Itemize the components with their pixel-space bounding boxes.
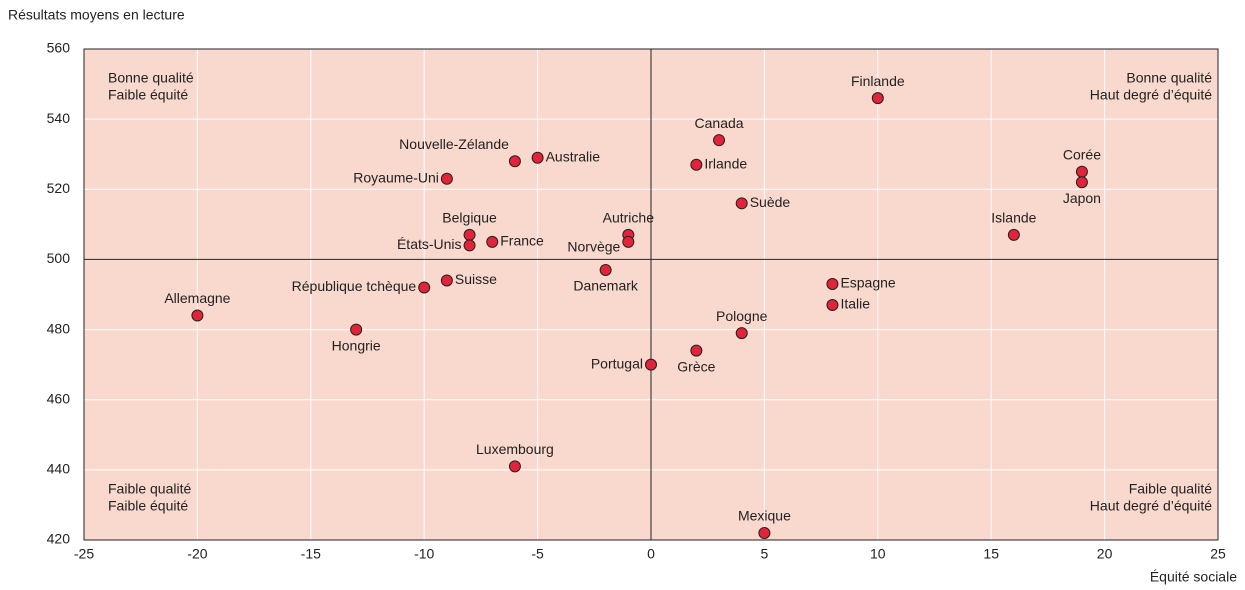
x-tick-label: 5 <box>761 546 769 562</box>
y-tick-label: 440 <box>47 461 71 477</box>
x-tick-label: -20 <box>187 546 207 562</box>
quadrant-label: Faible équité <box>108 498 188 514</box>
point <box>440 274 453 287</box>
x-tick-label: -5 <box>531 546 544 562</box>
x-tick-label: 10 <box>870 546 886 562</box>
point-label: Suède <box>750 194 791 210</box>
point-label: Espagne <box>840 275 895 291</box>
quadrant-label: Bonne qualité <box>108 70 194 86</box>
y-tick-label: 520 <box>47 180 71 196</box>
point <box>622 235 635 248</box>
point <box>350 323 363 336</box>
point-label: Portugal <box>591 355 643 371</box>
point-label: Grèce <box>677 358 715 374</box>
point <box>690 158 703 171</box>
point <box>531 151 544 164</box>
x-tick-label: 20 <box>1097 546 1113 562</box>
point <box>599 263 612 276</box>
point <box>1075 176 1088 189</box>
point <box>1007 228 1020 241</box>
point-label: Irlande <box>704 155 747 171</box>
point-label: Royaume-Uni <box>353 169 439 185</box>
point <box>826 277 839 290</box>
point <box>645 358 657 371</box>
point-label: Italie <box>840 296 870 312</box>
point-label: Autriche <box>603 210 655 226</box>
quadrant-label: Faible qualité <box>1129 481 1212 497</box>
y-axis-title: Résultats moyens en lecture <box>8 7 185 23</box>
y-tick-label: 460 <box>47 390 71 406</box>
x-axis-title: Équité sociale <box>1150 569 1237 585</box>
point-label: Allemagne <box>164 290 230 306</box>
point <box>735 327 748 340</box>
point <box>826 299 839 312</box>
point <box>440 172 453 185</box>
point-label: Nouvelle-Zélande <box>399 136 509 152</box>
point-label: Canada <box>695 115 744 131</box>
point-label: Danemark <box>573 278 639 294</box>
x-tick-label: 15 <box>983 546 999 562</box>
point-label: Islande <box>991 210 1036 226</box>
quadrant-label: Faible qualité <box>108 481 191 497</box>
point <box>508 155 521 168</box>
y-tick-label: 500 <box>47 250 71 266</box>
point-label: France <box>500 233 544 249</box>
point <box>463 239 476 252</box>
point-label: Norvège <box>567 239 620 255</box>
quadrant-label: Haut degré d’équité <box>1090 498 1212 514</box>
point <box>690 344 703 357</box>
point-label: Corée <box>1063 146 1101 162</box>
point-label: Finlande <box>851 73 905 89</box>
x-tick-label: 25 <box>1210 546 1226 562</box>
y-tick-label: 480 <box>47 320 71 336</box>
point-label: Belgique <box>442 210 497 226</box>
point-label: Hongrie <box>332 337 381 353</box>
point <box>871 92 884 105</box>
point-label: Suisse <box>455 271 497 287</box>
y-tick-label: 420 <box>47 531 71 547</box>
point <box>713 134 726 147</box>
point-label: États-Unis <box>397 236 462 252</box>
point-label: Australie <box>546 148 601 164</box>
x-tick-label: -10 <box>414 546 434 562</box>
point <box>1075 165 1088 178</box>
y-tick-label: 540 <box>47 110 71 126</box>
point <box>758 526 771 539</box>
x-tick-label: -25 <box>74 546 94 562</box>
point-label: Pologne <box>716 308 768 324</box>
point-label: Luxembourg <box>476 441 554 457</box>
point <box>418 281 431 294</box>
quadrant-label: Haut degré d’équité <box>1090 87 1212 103</box>
plot-frame <box>83 48 1219 541</box>
x-tick-label: 0 <box>647 546 655 562</box>
point <box>191 309 204 322</box>
point-label: République tchèque <box>292 278 417 294</box>
point-label: Mexique <box>738 508 791 524</box>
point <box>486 235 499 248</box>
y-tick-label: 560 <box>47 40 71 56</box>
point <box>463 228 476 241</box>
point <box>508 460 521 473</box>
point <box>735 197 748 210</box>
quadrant-label: Bonne qualité <box>1126 70 1212 86</box>
quadrant-label: Faible équité <box>108 87 188 103</box>
x-tick-label: -15 <box>301 546 321 562</box>
point-label: Japon <box>1063 190 1101 206</box>
